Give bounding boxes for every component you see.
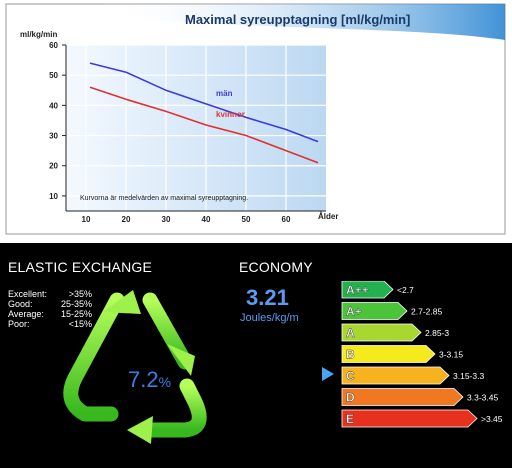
energy-rating-scale: A++ <2.7 A+ 2.7-2.85 A 2.85-3 B 3-3.15 C 3.15-3.3… <box>322 281 503 428</box>
header-swoosh <box>100 4 505 40</box>
rating-range-label: <2.7 <box>397 285 414 295</box>
rating-range-label: 2.85-3 <box>425 328 449 338</box>
recycle-triangle-icon <box>63 290 207 444</box>
stat-row-average: Average: 15-25% <box>8 309 92 319</box>
stat-label: Good: <box>8 299 33 309</box>
stat-label: Poor: <box>8 319 30 329</box>
series-line-0 <box>89 62 319 143</box>
rating-range-label: 3.3-3.45 <box>467 393 498 403</box>
x-tick-label: 30 <box>162 215 171 224</box>
rating-grade-label: A+ <box>346 305 362 319</box>
x-axis-label: Ålder <box>318 212 338 221</box>
elastic-exchange-title: ELASTIC EXCHANGE <box>8 259 153 275</box>
rating-band-E <box>341 409 478 428</box>
stat-row-excellent: Excellent: >35% <box>8 289 92 299</box>
x-tick-label: 40 <box>202 215 211 224</box>
dashboard-panel: ELASTIC EXCHANGE Excellent: >35% Good: 25-… <box>0 243 512 468</box>
rating-grade-label: C <box>346 369 355 383</box>
rating-range-label: 2.7-2.85 <box>411 307 442 317</box>
y-tick-label: 20 <box>49 162 58 171</box>
rating-band-C <box>341 366 450 385</box>
elastic-stats: Excellent: >35% Good: 25-35% Average: 15-25… <box>8 289 92 329</box>
y-tick-label: 10 <box>49 192 58 201</box>
y-tick-label: 50 <box>49 71 58 80</box>
stat-label: Average: <box>8 309 44 319</box>
selected-rating-pointer <box>322 367 334 381</box>
stat-row-poor: Poor: <15% <box>8 319 92 329</box>
economy-title: ECONOMY <box>239 259 313 275</box>
y-tick-label: 60 <box>49 41 58 50</box>
elastic-exchange-value: 7.2% <box>128 367 171 393</box>
stat-value: >35% <box>68 289 92 299</box>
series-line-1 <box>89 86 319 164</box>
economy-value: 3.21 <box>246 285 289 310</box>
rating-band-A++ <box>341 281 394 299</box>
rating-grade-label: E <box>346 412 354 426</box>
rating-range-label: 3-3.15 <box>439 350 463 360</box>
x-tick-label: 20 <box>122 215 131 224</box>
stat-value: <15% <box>68 319 92 329</box>
rating-band-B <box>341 345 436 363</box>
x-tick-label: 50 <box>242 215 251 224</box>
x-tick-label: 60 <box>282 215 291 224</box>
stat-row-good: Good: 25-35% <box>8 299 92 309</box>
oxygen-uptake-chart-panel: 10 20 30 40 50 60 10 20 30 40 50 60 män kvinnor Maxi… <box>5 3 506 235</box>
stat-value: 15-25% <box>60 309 92 319</box>
elastic-value: 7.2 <box>128 367 159 392</box>
rating-range-label: >3.45 <box>481 414 503 424</box>
x-tick-label: 10 <box>82 215 91 224</box>
series-label-1: kvinnor <box>216 110 245 119</box>
rating-grade-label: A++ <box>346 283 369 297</box>
y-tick-label: 30 <box>49 132 58 141</box>
rating-grade-label: B <box>346 348 355 362</box>
plot-area <box>66 45 326 211</box>
rating-band-A+ <box>341 302 408 320</box>
rating-band-A <box>341 323 422 342</box>
stat-value: 25-35% <box>60 299 92 309</box>
stat-label: Excellent: <box>8 289 48 299</box>
rating-range-label: 3.15-3.3 <box>453 371 484 381</box>
oxygen-uptake-chart: 10 20 30 40 50 60 10 20 30 40 50 60 män kvinnor Maxi… <box>5 3 506 235</box>
chart-note: Kurvorna är medelvärden av maximal syreu… <box>80 195 248 202</box>
y-axis-label: ml/kg/min <box>20 30 57 39</box>
rating-band-D <box>341 388 464 406</box>
chart-title: Maximal syreupptagning [ml/kg/min] <box>185 12 410 27</box>
series-label-0: män <box>216 89 233 98</box>
rating-grade-label: A <box>346 326 355 340</box>
elastic-unit: % <box>158 374 172 390</box>
economy-unit: Joules/kg/m <box>240 312 299 324</box>
y-tick-label: 40 <box>49 101 58 110</box>
rating-grade-label: D <box>346 391 355 405</box>
